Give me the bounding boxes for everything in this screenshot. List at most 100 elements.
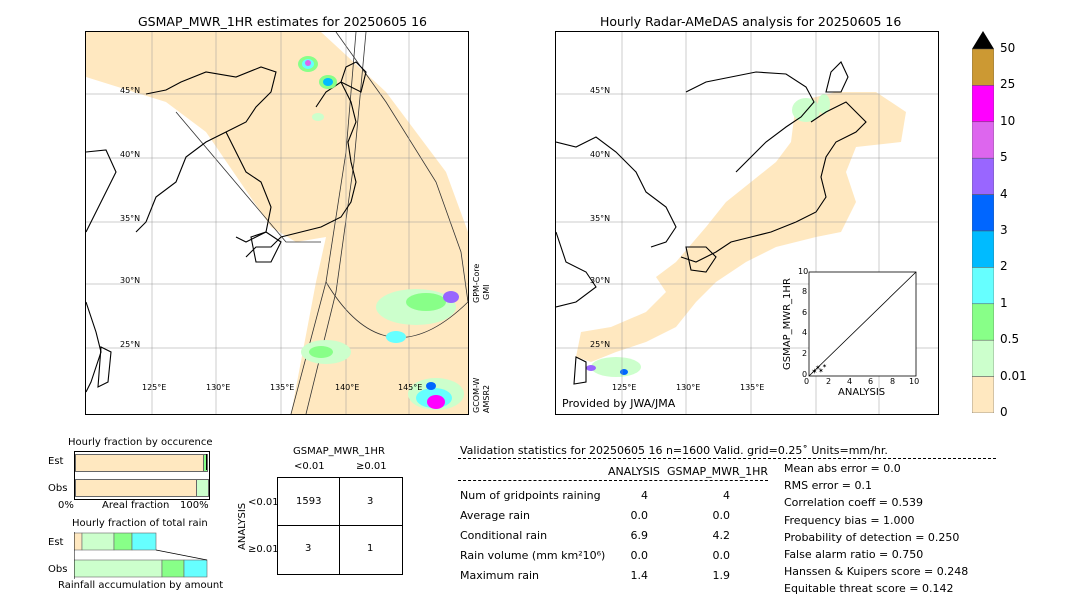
- left-lon-145: 145°E: [398, 383, 423, 392]
- contingency-a: 1593: [296, 496, 322, 507]
- right-map: ✶ ✶ ✶ ✶ 45°N 40°N 35°N 30°N 25°N 125°E 1…: [555, 31, 939, 415]
- colorbar-swatch: [971, 194, 995, 232]
- right-map-canvas: ✶ ✶ ✶ ✶: [556, 32, 938, 414]
- inset-xtick-2: 2: [826, 377, 832, 386]
- validation-row-analysis: 4: [641, 489, 648, 502]
- contingency-row1: <0.01: [248, 497, 279, 508]
- colorbar-label: 3: [1000, 223, 1008, 237]
- colorbar-swatch: [971, 339, 995, 377]
- validation-score: Correlation coeff = 0.539: [784, 496, 923, 510]
- inset-xtick-6: 6: [868, 377, 874, 386]
- colorbar-label: 0.01: [1000, 368, 1027, 383]
- colorbar-swatch: [971, 376, 995, 414]
- right-lon-130: 130°E: [676, 383, 701, 392]
- fraction-axis-left: 0%: [58, 500, 74, 511]
- contingency-c: 3: [305, 543, 312, 554]
- sat-label-gmi: GMI: [482, 284, 491, 300]
- left-map-title: GSMAP_MWR_1HR estimates for 20250605 16: [138, 14, 427, 29]
- colorbar-label: 25: [1000, 77, 1016, 92]
- inset-ytick-4: 4: [802, 328, 808, 337]
- validation-row-gsmap: 4: [723, 489, 730, 502]
- validation-score: Hanssen & Kuipers score = 0.248: [784, 565, 969, 579]
- left-lon-130: 130°E: [206, 383, 231, 392]
- sat-label-amsr2: AMSR2: [482, 384, 491, 413]
- validation-col-analysis: ANALYSIS: [608, 465, 660, 478]
- validation-row-label: Average rain: [460, 509, 530, 522]
- svg-text:✶: ✶: [815, 364, 821, 372]
- occ-est-bar: [75, 454, 205, 472]
- contingency-title: GSMAP_MWR_1HR: [293, 446, 385, 457]
- colorbar-label: 0.5: [1000, 332, 1020, 347]
- colorbar-label: 2: [1000, 259, 1008, 274]
- right-lat-25: 25°N: [590, 340, 611, 349]
- colorbar-swatch: [971, 48, 995, 86]
- validation-row-analysis: 1.4: [630, 569, 649, 582]
- left-map: 45°N 40°N 35°N 30°N 25°N 125°E 130°E 135…: [85, 31, 469, 415]
- right-lat-45: 45°N: [590, 86, 611, 95]
- inset-ytick-0: 0: [802, 370, 808, 379]
- colorbar-swatch: [971, 230, 995, 268]
- occ-obs-bar-rain: [196, 479, 209, 497]
- fraction-occ-obs: Obs: [48, 483, 68, 494]
- validation-row-label: Maximum rain: [460, 569, 539, 582]
- validation-row-analysis: 0.0: [630, 549, 649, 562]
- contingency-col2: ≥0.01: [356, 461, 387, 472]
- colorbar-swatch: [971, 121, 995, 159]
- validation-score: Equitable threat score = 0.142: [784, 582, 954, 596]
- fraction-axis-mid: Areal fraction: [102, 500, 170, 511]
- validation-row-gsmap: 4.2: [712, 529, 731, 542]
- contingency-axis: ANALYSIS: [237, 502, 248, 550]
- colorbar-label: 1: [1000, 295, 1008, 310]
- svg-text:✶: ✶: [818, 367, 824, 375]
- contingency-grid: 1593 3 3 1: [277, 477, 403, 575]
- right-lon-135: 135°E: [740, 383, 765, 392]
- left-lat-30: 30°N: [120, 276, 141, 285]
- left-map-canvas: [86, 32, 468, 414]
- validation-score: Mean abs error = 0.0: [784, 462, 901, 475]
- inset-ytick-10: 10: [798, 267, 809, 276]
- fraction-occ-title: Hourly fraction by occurence: [68, 437, 213, 448]
- fraction-total-obs: Obs: [48, 564, 68, 575]
- right-lat-40: 40°N: [590, 150, 611, 159]
- inset-xlabel: ANALYSIS: [838, 387, 886, 398]
- validation-row-gsmap: 0.0: [712, 509, 731, 522]
- validation-row-analysis: 6.9: [630, 529, 649, 542]
- colorbar-swatch: [971, 267, 995, 305]
- validation-row-gsmap: 1.9: [712, 569, 731, 582]
- inset-xtick-0: 0: [804, 377, 810, 386]
- validation-divider-cols: [458, 480, 768, 481]
- colorbar: [971, 31, 995, 414]
- contingency-b: 3: [367, 496, 374, 507]
- colorbar-label: 10: [1000, 113, 1016, 128]
- svg-text:✶: ✶: [822, 363, 827, 370]
- left-lon-135: 135°E: [270, 383, 295, 392]
- inset-xtick-8: 8: [890, 377, 896, 386]
- data-credit: Provided by JWA/JMA: [562, 397, 676, 410]
- svg-text:✶: ✶: [811, 367, 818, 376]
- inset-ytick-6: 6: [802, 308, 808, 317]
- inset-ylabel: GSMAP_MWR_1HR: [782, 278, 793, 370]
- colorbar-swatch: [971, 303, 995, 341]
- inset-xtick-10: 10: [909, 377, 920, 386]
- validation-row-gsmap: 0.0: [712, 549, 731, 562]
- validation-score: RMS error = 0.1: [784, 479, 872, 493]
- right-map-title: Hourly Radar-AMeDAS analysis for 2025060…: [600, 14, 902, 29]
- occ-est-bar-edge: [206, 454, 207, 470]
- validation-row-label: Rain volume (mm km²10⁶): [460, 549, 606, 562]
- fraction-total-footer: Rainfall accumulation by amount: [58, 580, 224, 591]
- fraction-total-est: Est: [48, 537, 64, 548]
- occ-obs-bar: [75, 479, 198, 497]
- left-lon-140: 140°E: [335, 383, 360, 392]
- validation-header: Validation statistics for 20250605 16 n=…: [460, 444, 888, 457]
- validation-row-label: Num of gridpoints raining: [460, 489, 601, 502]
- validation-score: Frequency bias = 1.000: [784, 513, 915, 527]
- right-lon-125: 125°E: [612, 383, 637, 392]
- colorbar-label: 50: [1000, 41, 1016, 55]
- left-lon-125: 125°E: [142, 383, 167, 392]
- colorbar-label: 5: [1000, 150, 1008, 165]
- validation-row-label: Conditional rain: [460, 529, 548, 542]
- sat-label-gcom-w: GCOM-W: [472, 377, 481, 413]
- right-lat-35: 35°N: [590, 214, 611, 223]
- contingency-row2: ≥0.01: [248, 544, 279, 555]
- inset-ytick-8: 8: [802, 287, 808, 296]
